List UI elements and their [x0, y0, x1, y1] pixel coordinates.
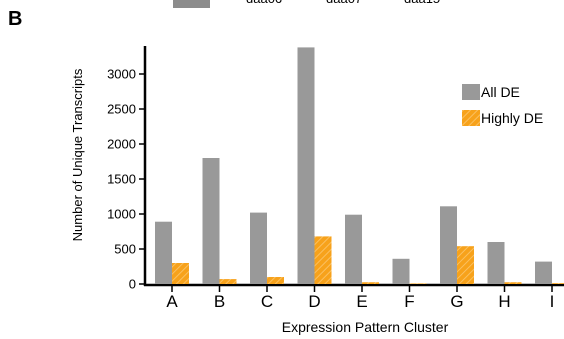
bar-highly-de-H	[504, 282, 522, 284]
y-tick-label-2: 1000	[107, 207, 136, 222]
x-tick-label-7: H	[498, 292, 510, 311]
y-tick-label-6: 3000	[107, 67, 136, 82]
bar-highly-de-G	[457, 246, 474, 284]
bar-highly-de-B	[219, 279, 237, 284]
x-tick-label-4: E	[356, 292, 367, 311]
bar-all-de-C	[250, 212, 267, 284]
x-tick-label-6: G	[450, 292, 463, 311]
top-legend: daa06 daa07 daa15	[0, 0, 564, 12]
bar-all-de-D	[297, 47, 315, 285]
y-tick-label-1: 500	[114, 242, 136, 257]
bars	[155, 47, 564, 285]
top-legend-label-2: daa07	[326, 0, 362, 6]
top-legend-swatch	[173, 0, 210, 8]
bar-all-de-I	[535, 261, 552, 284]
bar-all-de-F	[392, 258, 410, 284]
bar-all-de-E	[345, 214, 362, 284]
y-axis: 0 500 1000 1500 2000 2500 3000	[107, 46, 147, 292]
y-tick-label-4: 2000	[107, 137, 136, 152]
x-tick-label-5: F	[404, 292, 414, 311]
legend-swatch-1	[462, 110, 480, 126]
x-tick-label-3: D	[308, 292, 320, 311]
top-legend-label-1: daa06	[246, 0, 282, 6]
bar-highly-de-I	[552, 283, 564, 284]
bar-all-de-B	[202, 158, 220, 284]
legend-swatch-0	[462, 84, 480, 100]
bar-all-de-H	[487, 242, 505, 284]
bar-highly-de-F	[409, 283, 427, 284]
legend: All DE Highly DE	[462, 84, 543, 126]
panel-label: B	[8, 8, 23, 30]
bar-highly-de-D	[314, 236, 332, 284]
top-legend-label-3: daa15	[404, 0, 440, 6]
y-axis-title: Number of Unique Transcripts	[70, 68, 85, 241]
x-tick-label-2: C	[261, 292, 273, 311]
x-axis-title: Expression Pattern Cluster	[282, 319, 449, 335]
bar-highly-de-E	[362, 282, 379, 284]
x-tick-label-0: A	[166, 292, 178, 311]
bar-all-de-G	[440, 206, 457, 284]
x-tick-label-1: B	[214, 292, 225, 311]
y-tick-label-5: 2500	[107, 102, 136, 117]
x-axis: A B C D E F G H I	[144, 283, 564, 311]
bar-all-de-A	[155, 221, 172, 284]
legend-label-0: All DE	[481, 84, 520, 100]
y-tick-label-3: 1500	[107, 172, 136, 187]
x-tick-label-8: I	[550, 292, 555, 311]
bar-highly-de-C	[267, 277, 284, 284]
legend-label-1: Highly DE	[481, 110, 543, 126]
bar-highly-de-A	[172, 263, 189, 284]
y-tick-label-0: 0	[129, 277, 136, 292]
